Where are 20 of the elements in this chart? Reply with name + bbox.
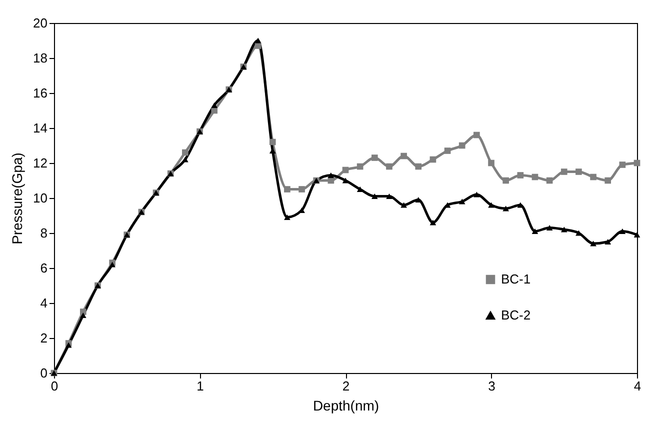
y-tick-label: 6 (40, 260, 48, 276)
y-tick-label: 0 (40, 366, 48, 380)
y-tick-label: 20 (33, 16, 48, 30)
x-tick-label: 0 (50, 378, 58, 394)
y-axis-title: Pressure(Gpa) (9, 152, 26, 244)
y-tick-label: 10 (33, 190, 48, 206)
x-axis-title: Depth(nm) (312, 398, 380, 414)
y-tick-label: 14 (33, 120, 48, 136)
y-tick-label: 18 (33, 50, 48, 66)
x-tick-label: 4 (634, 378, 642, 394)
legend-label: BC-1 (501, 272, 531, 286)
legend-label: BC-2 (501, 308, 531, 322)
y-tick-label: 8 (40, 226, 48, 240)
y-tick-label: 2 (40, 330, 48, 346)
x-tick-label: 1 (196, 378, 204, 394)
y-tick-label: 4 (40, 296, 48, 310)
x-tick-label: 3 (488, 378, 496, 394)
y-tick-label: 12 (33, 156, 48, 170)
y-tick-label: 16 (33, 86, 48, 100)
x-tick-label: 2 (342, 378, 350, 394)
